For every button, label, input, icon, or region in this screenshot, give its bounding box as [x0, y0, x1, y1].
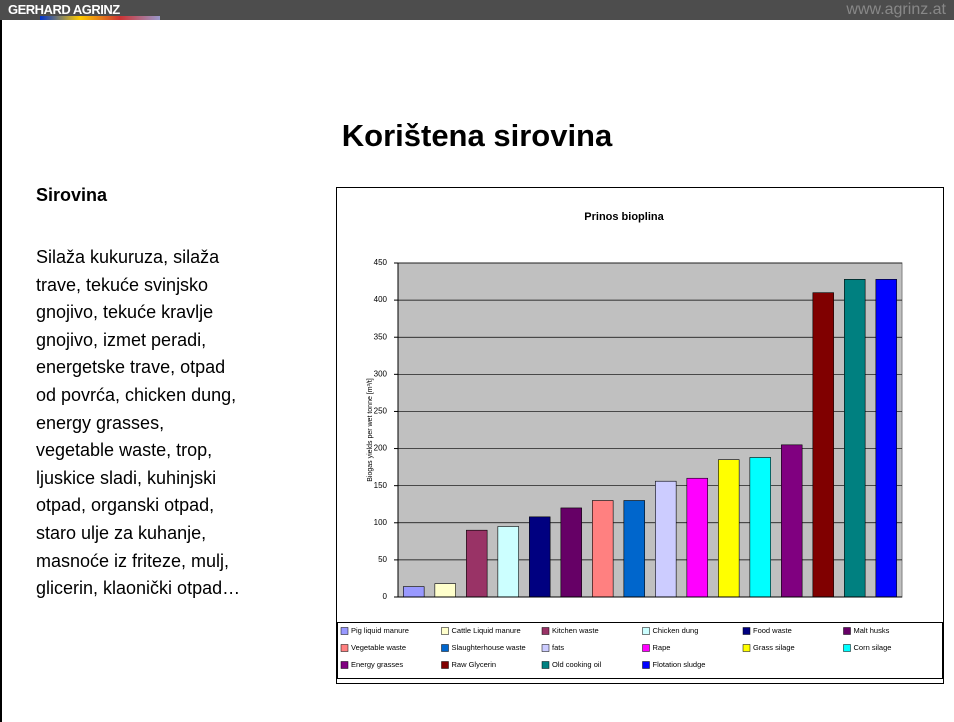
bar — [655, 480, 677, 598]
url: www.agrinz.at — [846, 1, 946, 18]
text-line: gnojivo, tekuće kravlje — [36, 302, 214, 323]
y-tick-label: 400 — [374, 295, 388, 304]
legend-label: Cattle Liquid manure — [452, 626, 521, 635]
bar — [718, 459, 740, 598]
bar — [529, 516, 551, 598]
legend-swatch — [541, 644, 550, 652]
y-tick-label: 100 — [374, 518, 388, 527]
bar — [875, 279, 897, 598]
text-line: otpad, organski otpad, — [36, 495, 215, 516]
legend-swatch — [340, 627, 349, 635]
y-axis-label: Biogas yields per wet tonne [m³/t] — [367, 378, 374, 482]
legend-swatch — [340, 661, 349, 669]
bar — [592, 500, 614, 598]
bar — [466, 529, 488, 598]
text-line: trave, tekuće svinjsko — [36, 274, 209, 295]
legend-label: Chicken dung — [653, 626, 699, 635]
legend-swatch — [843, 627, 851, 635]
legend-swatch — [441, 644, 449, 652]
legend-swatch — [642, 661, 650, 669]
legend-label: Vegetable waste — [351, 643, 406, 652]
legend-swatch — [843, 644, 851, 652]
text-line: energy grasses, — [36, 412, 165, 433]
legend-swatch — [642, 627, 650, 635]
legend-label: Raw Glycerin — [452, 660, 497, 669]
logo: GERHARD AGRINZ — [8, 2, 120, 17]
legend-swatch — [642, 644, 650, 652]
legend-box — [337, 622, 943, 679]
legend-label: Corn silage — [854, 643, 892, 652]
legend-label: Rape — [653, 643, 671, 652]
slide-title: Korištena sirovina — [341, 118, 613, 153]
text-line: masnoće iz friteze, mulj, — [36, 550, 230, 571]
legend-label: Energy grasses — [351, 660, 403, 669]
y-tick-label: 250 — [374, 407, 388, 416]
y-tick-label: 0 — [383, 592, 388, 601]
legend-label: Grass silage — [753, 643, 795, 652]
sidebar-heading: Sirovina — [36, 185, 108, 205]
legend-label: Pig liquid manure — [351, 626, 409, 635]
bar — [403, 586, 425, 598]
text-line: glicerin, klaonički otpad… — [36, 578, 241, 599]
y-tick-label: 50 — [378, 555, 387, 564]
bar — [623, 500, 645, 598]
text-line: vegetable waste, trop, — [36, 440, 213, 461]
y-tick-label: 200 — [374, 444, 388, 453]
logo-stripe — [40, 16, 160, 20]
bar — [686, 477, 708, 598]
bar — [497, 526, 519, 598]
sidebar-text: Silaža kukuruza, silaža trave, tekuće svi… — [36, 244, 240, 603]
text-line: Silaža kukuruza, silaža — [36, 247, 220, 267]
bar — [844, 279, 866, 598]
legend-label: Kitchen waste — [552, 626, 599, 635]
text-line: ljuskice sladi, kuhinjski — [36, 467, 217, 488]
legend-swatch — [340, 644, 349, 652]
header-bar: GERHARD AGRINZ www.agrinz.at — [0, 0, 954, 20]
legend-swatch — [742, 627, 751, 635]
text-line: staro ulje za kuhanje, — [36, 522, 207, 543]
y-tick-label: 300 — [374, 369, 388, 378]
legend-swatch — [742, 644, 751, 652]
legend-label: fats — [552, 643, 564, 652]
legend-label: Old cooking oil — [552, 660, 602, 669]
legend-swatch — [441, 627, 449, 635]
legend-label: Slaughterhouse waste — [452, 643, 526, 652]
text-line: energetske trave, otpad — [36, 357, 226, 378]
text-line: gnojivo, izmet peradi, — [36, 329, 207, 350]
bar — [560, 507, 582, 598]
text-line: od povrća, chicken dung, — [36, 384, 237, 405]
bar — [749, 457, 771, 598]
legend-label: Flotation sludge — [653, 660, 706, 669]
chart-title: Prinos bioplina — [584, 211, 664, 223]
legend-label: Food waste — [753, 626, 792, 635]
y-tick-label: 350 — [374, 332, 388, 341]
y-tick-label: 150 — [374, 481, 388, 490]
bar — [781, 444, 803, 598]
legend-swatch — [541, 627, 550, 635]
legend-label: Malt husks — [854, 626, 890, 635]
bar — [434, 583, 456, 598]
y-tick-label: 450 — [374, 258, 388, 267]
legend-swatch — [541, 661, 550, 669]
bar — [812, 292, 834, 598]
legend-swatch — [441, 661, 449, 669]
